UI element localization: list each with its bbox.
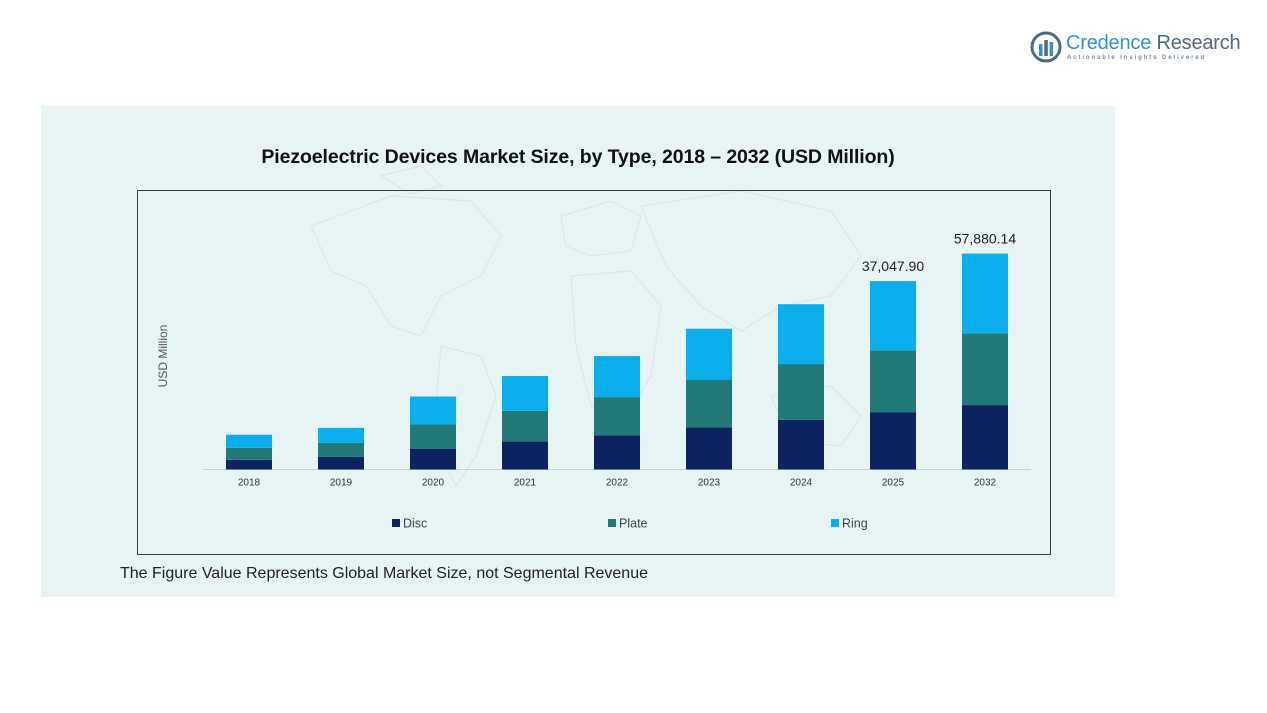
bar-ring-2020 xyxy=(410,396,456,425)
legend-swatch-ring xyxy=(831,519,839,527)
plot-frame xyxy=(137,190,1051,555)
x-tick-label-2019: 2019 xyxy=(330,478,353,489)
x-tick-label-2024: 2024 xyxy=(790,478,813,489)
brand-tagline: Actionable Insights Delivered xyxy=(1067,55,1207,61)
bar-disc-2021 xyxy=(502,441,548,470)
bar-disc-2032 xyxy=(962,405,1008,470)
legend-swatch-plate xyxy=(608,519,616,527)
brand-name-part1: Credence xyxy=(1066,32,1152,54)
bar-ring-2018 xyxy=(226,434,272,448)
x-tick-label-2018: 2018 xyxy=(238,478,261,489)
x-tick-label-2025: 2025 xyxy=(882,478,905,489)
bar-disc-2025 xyxy=(870,412,916,470)
bar-plate-2023 xyxy=(686,380,732,428)
x-tick-label-2021: 2021 xyxy=(514,478,537,489)
bar-ring-2021 xyxy=(502,376,548,411)
x-tick-label-2020: 2020 xyxy=(422,478,445,489)
bar-disc-2019 xyxy=(318,456,364,470)
x-tick-label-2022: 2022 xyxy=(606,478,629,489)
total-data-label-2025: 37,047.90 xyxy=(862,258,924,274)
bar-ring-2032 xyxy=(962,253,1008,334)
chart-footnote: The Figure Value Represents Global Marke… xyxy=(120,565,648,582)
chart-title: Piezoelectric Devices Market Size, by Ty… xyxy=(261,146,895,168)
legend-label-disc: Disc xyxy=(403,517,427,531)
bar-ring-2019 xyxy=(318,427,364,443)
bar-disc-2022 xyxy=(594,435,640,470)
x-tick-label-2032: 2032 xyxy=(974,478,997,489)
brand-name-part2: Research xyxy=(1156,32,1241,54)
bar-plate-2024 xyxy=(778,364,824,420)
bar-plate-2019 xyxy=(318,442,364,457)
credence-logo-icon xyxy=(1030,31,1062,63)
bar-disc-2020 xyxy=(410,448,456,470)
legend-label-ring: Ring xyxy=(842,517,868,531)
bar-plate-2018 xyxy=(226,447,272,460)
bar-ring-2022 xyxy=(594,356,640,398)
bar-disc-2023 xyxy=(686,427,732,470)
stacked-bar-chart: 2018 2019 2020 2021 2022 2023 2024 2025 37,047.9… xyxy=(203,231,1031,531)
chart-panel: Piezoelectric Devices Market Size, by Ty… xyxy=(41,106,1115,597)
total-data-label-2032: 57,880.14 xyxy=(954,231,1016,247)
bar-disc-2018 xyxy=(226,459,272,470)
x-tick-label-2023: 2023 xyxy=(698,478,721,489)
bar-disc-2024 xyxy=(778,419,824,470)
bar-ring-2024 xyxy=(778,304,824,365)
legend-swatch-disc xyxy=(392,519,400,527)
brand-logo: Credence Research Actionable Insights De… xyxy=(1030,30,1241,66)
bar-plate-2021 xyxy=(502,410,548,442)
bar-plate-2020 xyxy=(410,424,456,449)
brand-name: Credence Research xyxy=(1066,32,1241,55)
legend-label-plate: Plate xyxy=(619,517,648,531)
bar-plate-2032 xyxy=(962,333,1008,406)
bar-ring-2025 xyxy=(870,281,916,351)
bar-plate-2025 xyxy=(870,350,916,413)
bar-ring-2023 xyxy=(686,328,732,381)
bar-plate-2022 xyxy=(594,397,640,436)
